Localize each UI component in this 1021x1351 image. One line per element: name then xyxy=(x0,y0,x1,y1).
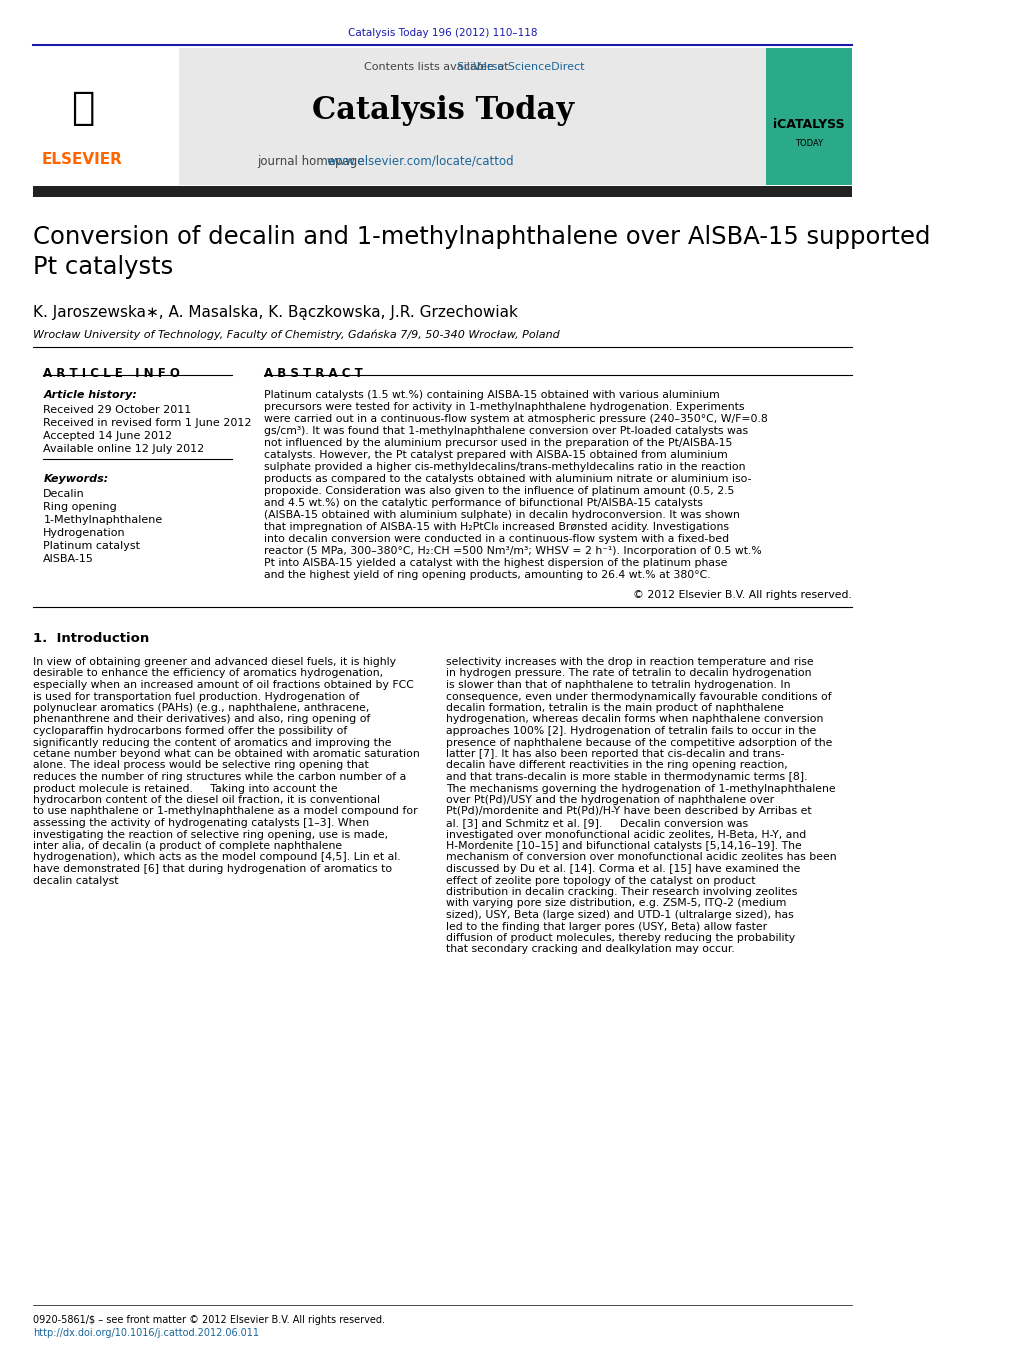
Text: iCATALYSS: iCATALYSS xyxy=(773,119,844,131)
Text: decalin formation, tetralin is the main product of naphthalene: decalin formation, tetralin is the main … xyxy=(446,703,783,713)
Text: The mechanisms governing the hydrogenation of 1-methylnaphthalene: The mechanisms governing the hydrogenati… xyxy=(446,784,835,793)
Text: Accepted 14 June 2012: Accepted 14 June 2012 xyxy=(43,431,173,440)
Text: investigated over monofunctional acidic zeolites, H-Beta, H-Y, and: investigated over monofunctional acidic … xyxy=(446,830,806,839)
Text: were carried out in a continuous-flow system at atmospheric pressure (240–350°C,: were carried out in a continuous-flow sy… xyxy=(264,413,768,424)
Text: Pt(Pd)/mordenite and Pt(Pd)/H-Y have been described by Arribas et: Pt(Pd)/mordenite and Pt(Pd)/H-Y have bee… xyxy=(446,807,812,816)
FancyBboxPatch shape xyxy=(33,49,766,185)
Text: AlSBA-15: AlSBA-15 xyxy=(43,554,94,563)
Text: selectivity increases with the drop in reaction temperature and rise: selectivity increases with the drop in r… xyxy=(446,657,814,667)
Text: effect of zeolite pore topology of the catalyst on product: effect of zeolite pore topology of the c… xyxy=(446,875,756,885)
Text: www.elsevier.com/locate/cattod: www.elsevier.com/locate/cattod xyxy=(327,155,515,168)
Text: ELSEVIER: ELSEVIER xyxy=(42,153,123,168)
Text: led to the finding that larger pores (USY, Beta) allow faster: led to the finding that larger pores (US… xyxy=(446,921,767,931)
Text: especially when an increased amount of oil fractions obtained by FCC: especially when an increased amount of o… xyxy=(33,680,414,690)
Text: Conversion of decalin and 1-methylnaphthalene over AlSBA-15 supported
Pt catalys: Conversion of decalin and 1-methylnaphth… xyxy=(33,226,930,278)
Text: precursors were tested for activity in 1-methylnaphthalene hydrogenation. Experi: precursors were tested for activity in 1… xyxy=(264,403,745,412)
Text: A B S T R A C T: A B S T R A C T xyxy=(264,367,363,380)
Text: 1-Methylnaphthalene: 1-Methylnaphthalene xyxy=(43,515,162,526)
Text: is slower than that of naphthalene to tetralin hydrogenation. In: is slower than that of naphthalene to te… xyxy=(446,680,790,690)
Text: Decalin: Decalin xyxy=(43,489,85,499)
Text: investigating the reaction of selective ring opening, use is made,: investigating the reaction of selective … xyxy=(33,830,388,839)
Text: desirable to enhance the efficiency of aromatics hydrogenation,: desirable to enhance the efficiency of a… xyxy=(33,669,383,678)
Text: presence of naphthalene because of the competitive adsorption of the: presence of naphthalene because of the c… xyxy=(446,738,832,747)
Text: Received 29 October 2011: Received 29 October 2011 xyxy=(43,405,192,415)
Text: consequence, even under thermodynamically favourable conditions of: consequence, even under thermodynamicall… xyxy=(446,692,831,701)
Text: to use naphthalene or 1-methylnaphthalene as a model compound for: to use naphthalene or 1-methylnaphthalen… xyxy=(33,807,418,816)
Text: 0920-5861/$ – see front matter © 2012 Elsevier B.V. All rights reserved.: 0920-5861/$ – see front matter © 2012 El… xyxy=(33,1315,385,1325)
Text: distribution in decalin cracking. Their research involving zeolites: distribution in decalin cracking. Their … xyxy=(446,888,797,897)
Text: Catalysis Today 196 (2012) 110–118: Catalysis Today 196 (2012) 110–118 xyxy=(348,28,538,38)
FancyBboxPatch shape xyxy=(33,186,853,197)
Text: sulphate provided a higher cis-methyldecalins/trans-methyldecalins ratio in the : sulphate provided a higher cis-methyldec… xyxy=(264,462,746,471)
Text: Received in revised form 1 June 2012: Received in revised form 1 June 2012 xyxy=(43,417,252,428)
Text: have demonstrated [6] that during hydrogenation of aromatics to: have demonstrated [6] that during hydrog… xyxy=(33,865,392,874)
Text: al. [3] and Schmitz et al. [9].     Decalin conversion was: al. [3] and Schmitz et al. [9]. Decalin … xyxy=(446,817,747,828)
Text: alone. The ideal process would be selective ring opening that: alone. The ideal process would be select… xyxy=(33,761,369,770)
Text: © 2012 Elsevier B.V. All rights reserved.: © 2012 Elsevier B.V. All rights reserved… xyxy=(633,590,853,600)
Text: Article history:: Article history: xyxy=(43,390,137,400)
Text: Ring opening: Ring opening xyxy=(43,503,117,512)
Text: http://dx.doi.org/10.1016/j.cattod.2012.06.011: http://dx.doi.org/10.1016/j.cattod.2012.… xyxy=(33,1328,259,1337)
Text: that secondary cracking and dealkylation may occur.: that secondary cracking and dealkylation… xyxy=(446,944,734,955)
Text: products as compared to the catalysts obtained with aluminium nitrate or alumini: products as compared to the catalysts ob… xyxy=(264,474,752,484)
FancyBboxPatch shape xyxy=(766,49,853,185)
Text: decalin have different reactivities in the ring opening reaction,: decalin have different reactivities in t… xyxy=(446,761,787,770)
Text: and that trans-decalin is more stable in thermodynamic terms [8].: and that trans-decalin is more stable in… xyxy=(446,771,808,782)
Text: H-Mordenite [10–15] and bifunctional catalysts [5,14,16–19]. The: H-Mordenite [10–15] and bifunctional cat… xyxy=(446,842,801,851)
Text: journal homepage:: journal homepage: xyxy=(257,155,373,168)
Text: catalysts. However, the Pt catalyst prepared with AlSBA-15 obtained from alumini: catalysts. However, the Pt catalyst prep… xyxy=(264,450,728,459)
Text: 1.  Introduction: 1. Introduction xyxy=(33,632,149,644)
Text: over Pt(Pd)/USY and the hydrogenation of naphthalene over: over Pt(Pd)/USY and the hydrogenation of… xyxy=(446,794,774,805)
Text: SciVerse ScienceDirect: SciVerse ScienceDirect xyxy=(457,62,585,72)
Text: approaches 100% [2]. Hydrogenation of tetralin fails to occur in the: approaches 100% [2]. Hydrogenation of te… xyxy=(446,725,816,736)
Text: A R T I C L E   I N F O: A R T I C L E I N F O xyxy=(43,367,181,380)
Text: (AlSBA-15 obtained with aluminium sulphate) in decalin hydroconversion. It was s: (AlSBA-15 obtained with aluminium sulpha… xyxy=(264,509,740,520)
Text: with varying pore size distribution, e.g. ZSM-5, ITQ-2 (medium: with varying pore size distribution, e.g… xyxy=(446,898,786,908)
Text: reduces the number of ring structures while the carbon number of a: reduces the number of ring structures wh… xyxy=(33,771,406,782)
Text: in hydrogen pressure. The rate of tetralin to decalin hydrogenation: in hydrogen pressure. The rate of tetral… xyxy=(446,669,812,678)
Text: gs/cm³). It was found that 1-methylnaphthalene conversion over Pt-loaded catalys: gs/cm³). It was found that 1-methylnapht… xyxy=(264,426,748,436)
Text: Available online 12 July 2012: Available online 12 July 2012 xyxy=(43,444,204,454)
Text: Platinum catalyst: Platinum catalyst xyxy=(43,540,140,551)
Text: sized), USY, Beta (large sized) and UTD-1 (ultralarge sized), has: sized), USY, Beta (large sized) and UTD-… xyxy=(446,911,793,920)
Text: into decalin conversion were conducted in a continuous-flow system with a fixed-: into decalin conversion were conducted i… xyxy=(264,534,730,544)
Text: decalin catalyst: decalin catalyst xyxy=(33,875,118,885)
Text: hydrogenation, whereas decalin forms when naphthalene conversion: hydrogenation, whereas decalin forms whe… xyxy=(446,715,823,724)
Text: Pt into AlSBA-15 yielded a catalyst with the highest dispersion of the platinum : Pt into AlSBA-15 yielded a catalyst with… xyxy=(264,558,728,567)
Text: phenanthrene and their derivatives) and also, ring opening of: phenanthrene and their derivatives) and … xyxy=(33,715,371,724)
Text: significantly reducing the content of aromatics and improving the: significantly reducing the content of ar… xyxy=(33,738,391,747)
Text: not influenced by the aluminium precursor used in the preparation of the Pt/AlSB: not influenced by the aluminium precurso… xyxy=(264,438,733,449)
Text: mechanism of conversion over monofunctional acidic zeolites has been: mechanism of conversion over monofunctio… xyxy=(446,852,836,862)
Text: inter alia, of decalin (a product of complete naphthalene: inter alia, of decalin (a product of com… xyxy=(33,842,342,851)
Text: that impregnation of AlSBA-15 with H₂PtCl₆ increased Brønsted acidity. Investiga: that impregnation of AlSBA-15 with H₂PtC… xyxy=(264,521,729,532)
Text: polynuclear aromatics (PAHs) (e.g., naphthalene, anthracene,: polynuclear aromatics (PAHs) (e.g., naph… xyxy=(33,703,370,713)
Text: propoxide. Consideration was also given to the influence of platinum amount (0.5: propoxide. Consideration was also given … xyxy=(264,486,735,496)
Text: K. Jaroszewska∗, A. Masalska, K. Bączkowska, J.R. Grzechowiak: K. Jaroszewska∗, A. Masalska, K. Bączko… xyxy=(33,305,518,320)
Text: product molecule is retained.     Taking into account the: product molecule is retained. Taking int… xyxy=(33,784,338,793)
Text: Wrocław University of Technology, Faculty of Chemistry, Gdańska 7/9, 50-340 Wroc: Wrocław University of Technology, Facult… xyxy=(33,330,560,340)
Text: cetane number beyond what can be obtained with aromatic saturation: cetane number beyond what can be obtaine… xyxy=(33,748,420,759)
FancyBboxPatch shape xyxy=(42,70,137,145)
Text: Platinum catalysts (1.5 wt.%) containing AlSBA-15 obtained with various aluminiu: Platinum catalysts (1.5 wt.%) containing… xyxy=(264,390,720,400)
Text: Contents lists available at: Contents lists available at xyxy=(364,62,513,72)
Text: Catalysis Today: Catalysis Today xyxy=(312,95,574,126)
Text: cycloparaffin hydrocarbons formed offer the possibility of: cycloparaffin hydrocarbons formed offer … xyxy=(33,725,347,736)
Text: In view of obtaining greener and advanced diesel fuels, it is highly: In view of obtaining greener and advance… xyxy=(33,657,396,667)
Text: and the highest yield of ring opening products, amounting to 26.4 wt.% at 380°C.: and the highest yield of ring opening pr… xyxy=(264,570,711,580)
Text: assessing the activity of hydrogenating catalysts [1–3]. When: assessing the activity of hydrogenating … xyxy=(33,817,369,828)
Text: Hydrogenation: Hydrogenation xyxy=(43,528,126,538)
Text: discussed by Du et al. [14]. Corma et al. [15] have examined the: discussed by Du et al. [14]. Corma et al… xyxy=(446,865,800,874)
Text: TODAY: TODAY xyxy=(795,139,823,147)
Text: diffusion of product molecules, thereby reducing the probability: diffusion of product molecules, thereby … xyxy=(446,934,794,943)
Text: latter [7]. It has also been reported that cis-decalin and trans-: latter [7]. It has also been reported th… xyxy=(446,748,784,759)
Text: Keywords:: Keywords: xyxy=(43,474,108,484)
Text: 🌳: 🌳 xyxy=(70,89,94,127)
Text: is used for transportation fuel production. Hydrogenation of: is used for transportation fuel producti… xyxy=(33,692,359,701)
Text: and 4.5 wt.%) on the catalytic performance of bifunctional Pt/AlSBA-15 catalysts: and 4.5 wt.%) on the catalytic performan… xyxy=(264,499,703,508)
Text: hydrogenation), which acts as the model compound [4,5]. Lin et al.: hydrogenation), which acts as the model … xyxy=(33,852,400,862)
FancyBboxPatch shape xyxy=(33,49,179,185)
Text: reactor (5 MPa, 300–380°C, H₂:CH =500 Nm³/m³; WHSV = 2 h⁻¹). Incorporation of 0.: reactor (5 MPa, 300–380°C, H₂:CH =500 Nm… xyxy=(264,546,763,557)
Text: hydrocarbon content of the diesel oil fraction, it is conventional: hydrocarbon content of the diesel oil fr… xyxy=(33,794,380,805)
